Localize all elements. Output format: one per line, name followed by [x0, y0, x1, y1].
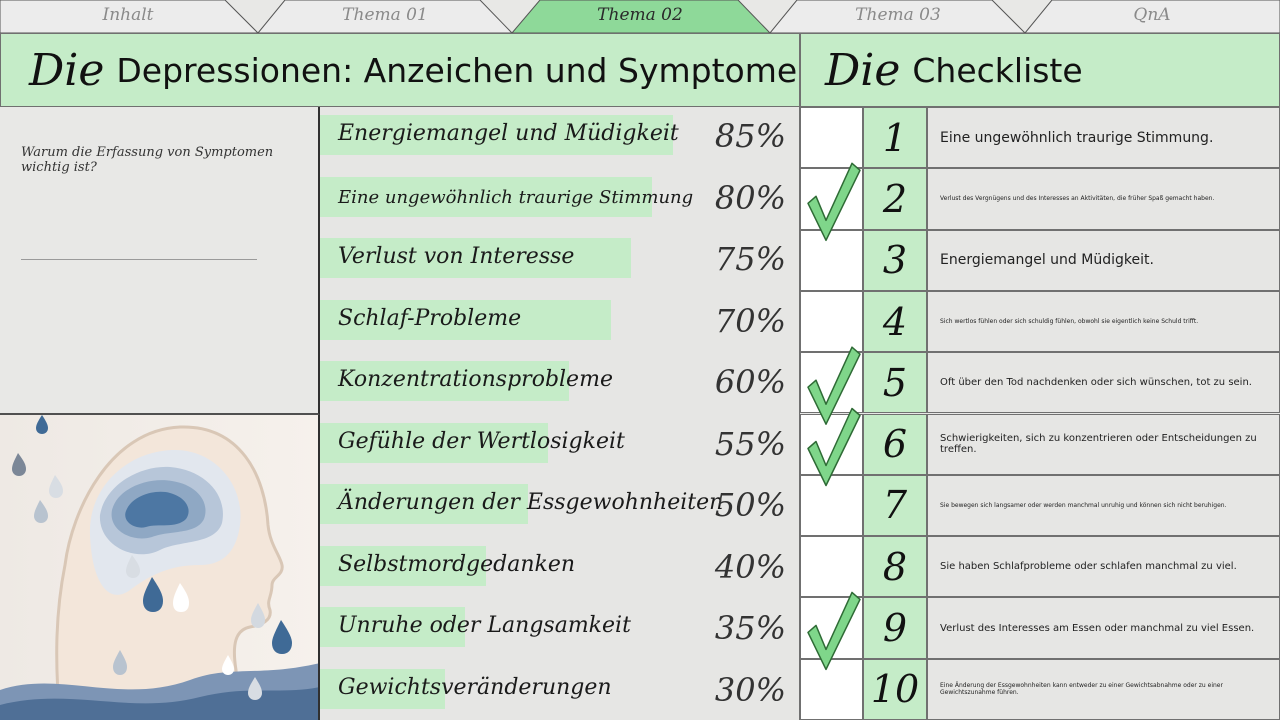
checklist-number: 4: [863, 290, 927, 353]
symptom-label: Energiemangel und Müdigkeit: [338, 121, 679, 146]
checklist-checkbox[interactable]: [800, 413, 863, 475]
symptom-label: Konzentrationsprobleme: [338, 367, 613, 392]
symptom-label: Schlaf-Probleme: [338, 305, 522, 331]
symptom-label: Selbstmordgedanken: [338, 551, 576, 577]
symptom-row: Schlaf-Probleme 70%: [320, 292, 800, 354]
checklist-row: 3 Energiemangel und Müdigkeit.: [800, 229, 1280, 291]
checklist-checkbox[interactable]: [800, 658, 863, 720]
checklist-text: Schwierigkeiten, sich zu konzentrieren o…: [927, 413, 1280, 475]
symptom-bar-fill: [320, 238, 632, 278]
checklist: 1 Eine ungewöhnlich traurige Stimmung. 2 Ve…: [800, 107, 1280, 720]
right-header: Die Checkliste: [800, 33, 1280, 107]
checklist-number: 9: [863, 597, 927, 659]
symptom-percentage: 40%: [714, 547, 786, 586]
symptom-bar-fill: [320, 361, 569, 401]
symptom-percentage: 75%: [714, 240, 786, 278]
checklist-text: Eine Änderung der Essgewohnheiten kann e…: [927, 658, 1280, 720]
tab-thema-02[interactable]: Thema 02: [597, 5, 683, 25]
tab-thema-03[interactable]: Thema 03: [855, 5, 941, 25]
symptom-row: Gewichtsveränderungen 30%: [320, 661, 800, 720]
symptom-row: Änderungen der Essgewohnheiten 50%: [320, 476, 800, 538]
symptom-bar-fill: [320, 176, 652, 217]
left-header-prefix: Die: [29, 44, 105, 96]
symptom-percentage: 80%: [714, 178, 786, 217]
symptom-label: Eine ungewöhnlich traurige Stimmung: [338, 186, 694, 208]
head-rain-cloud-illustration: [0, 415, 320, 720]
checklist-number: 10: [863, 658, 927, 720]
symptom-row: Gefühle der Wertlosigkeit 55%: [320, 415, 800, 477]
symptom-label: Verlust von Interesse: [338, 244, 575, 269]
checklist-checkbox[interactable]: [800, 290, 863, 353]
question-text: Warum die Erfassung von Symptomen wichti…: [21, 145, 274, 175]
checklist-number: 3: [863, 229, 927, 291]
checklist-row: 7 Sie bewegen sich langsamer oder werden …: [800, 474, 1280, 537]
tab-shapes: [0, 0, 1280, 33]
symptom-bar-fill: [320, 607, 466, 647]
checklist-checkbox[interactable]: [800, 474, 863, 537]
answer-line: [21, 259, 257, 260]
checklist-text: Eine ungewöhnlich traurige Stimmung.: [927, 107, 1280, 169]
symptom-row: Verlust von Interesse 75%: [320, 230, 800, 292]
checklist-number: 5: [863, 352, 927, 414]
symptom-percentage: 35%: [714, 609, 786, 647]
checklist-text: Verlust des Vergnügens und des Interesse…: [927, 168, 1280, 230]
symptom-label: Unruhe oder Langsamkeit: [338, 613, 631, 638]
left-header: Die Depressionen: Anzeichen und Symptome: [0, 33, 800, 107]
checklist-number: 2: [863, 168, 927, 230]
checklist-text: Sich wertlos fühlen oder sich schuldig f…: [927, 290, 1280, 353]
symptom-percentage: 60%: [714, 363, 786, 401]
checklist-number: 6: [863, 413, 927, 475]
checklist-checkbox[interactable]: [800, 597, 863, 659]
checklist-checkbox[interactable]: [800, 352, 863, 414]
checklist-row: 2 Verlust des Vergnügens und des Interess…: [800, 168, 1280, 230]
symptom-percentage: 30%: [714, 670, 786, 709]
checklist-checkbox[interactable]: [800, 107, 863, 169]
checklist-row: 10 Eine Änderung der Essgewohnheiten kann…: [800, 658, 1280, 720]
symptom-bar-fill: [320, 545, 486, 586]
symptom-bars: Energiemangel und Müdigkeit 85% Eine ungew…: [320, 107, 800, 720]
symptom-row: Unruhe oder Langsamkeit 35%: [320, 599, 800, 661]
checklist-row: 4 Sich wertlos fühlen oder sich schuldig …: [800, 290, 1280, 353]
right-header-title: Checkliste: [912, 50, 1083, 90]
symptom-bar-fill: [320, 299, 611, 340]
checklist-row: 5 Oft über den Tod nachdenken oder sich w…: [800, 352, 1280, 414]
tab-inhalt[interactable]: Inhalt: [102, 5, 154, 25]
right-header-prefix: Die: [825, 44, 901, 96]
checklist-text: Oft über den Tod nachdenken oder sich wü…: [927, 352, 1280, 414]
checklist-text: Sie haben Schlafprobleme oder schlafen m…: [927, 536, 1280, 598]
question-panel: Warum die Erfassung von Symptomen wichti…: [0, 107, 320, 415]
checklist-number: 7: [863, 474, 927, 537]
checklist-text: Energiemangel und Müdigkeit.: [927, 229, 1280, 291]
symptom-row: Eine ungewöhnlich traurige Stimmung 80%: [320, 169, 800, 231]
symptom-percentage: 55%: [714, 424, 786, 463]
checklist-checkbox[interactable]: [800, 168, 863, 230]
checklist-text: Verlust des Interesses am Essen oder man…: [927, 597, 1280, 659]
checklist-checkbox[interactable]: [800, 536, 863, 598]
symptom-row: Selbstmordgedanken 40%: [320, 538, 800, 600]
left-header-title: Depressionen: Anzeichen und Symptome: [116, 50, 798, 90]
tab-bar: Inhalt Thema 01 Thema 02 Thema 03 QnA: [0, 0, 1280, 33]
checklist-number: 8: [863, 536, 927, 598]
symptom-label: Gewichtsveränderungen: [338, 674, 612, 700]
checklist-row: 6 Schwierigkeiten, sich zu konzentrieren …: [800, 413, 1280, 475]
symptom-row: Energiemangel und Müdigkeit 85%: [320, 107, 800, 169]
symptom-bar-fill: [320, 668, 445, 709]
symptom-bar-fill: [320, 484, 528, 524]
tab-qna[interactable]: QnA: [1133, 5, 1171, 25]
checklist-text: Sie bewegen sich langsamer oder werden m…: [927, 474, 1280, 537]
symptom-row: Konzentrationsprobleme 60%: [320, 353, 800, 415]
checklist-row: 8 Sie haben Schlafprobleme oder schlafen …: [800, 536, 1280, 598]
checklist-checkbox[interactable]: [800, 229, 863, 291]
symptom-label: Änderungen der Essgewohnheiten: [338, 490, 724, 515]
checklist-row: 9 Verlust des Interesses am Essen oder ma…: [800, 597, 1280, 659]
checklist-row: 1 Eine ungewöhnlich traurige Stimmung.: [800, 107, 1280, 169]
symptom-label: Gefühle der Wertlosigkeit: [338, 428, 625, 454]
symptom-percentage: 50%: [714, 486, 786, 524]
checklist-number: 1: [863, 107, 927, 169]
tab-thema-01[interactable]: Thema 01: [342, 5, 428, 25]
symptom-bar-fill: [320, 115, 673, 155]
symptom-percentage: 85%: [714, 117, 786, 155]
symptom-percentage: 70%: [714, 301, 786, 340]
symptom-bar-fill: [320, 422, 549, 463]
